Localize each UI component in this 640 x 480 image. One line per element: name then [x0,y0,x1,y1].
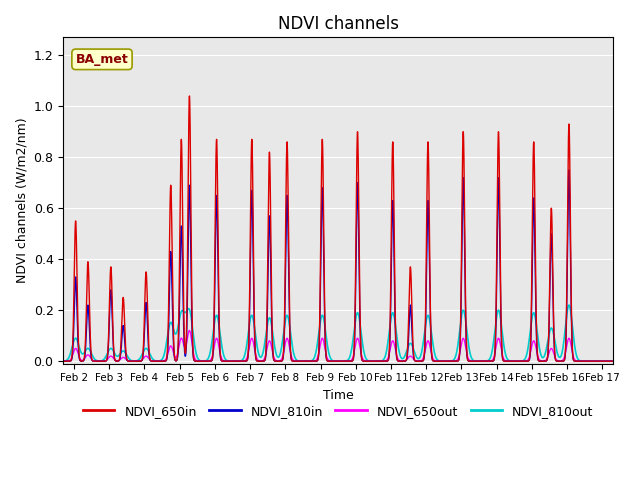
NDVI_650out [385,353,392,359]
NDVI_810in [60,358,67,364]
NDVI_810out [609,358,617,364]
Legend: NDVI_650in, NDVI_810in, NDVI_650out, NDVI_810out: NDVI_650in, NDVI_810in, NDVI_650out, NDV… [78,400,598,423]
NDVI_650out [186,327,193,333]
NDVI_650out [60,358,67,364]
NDVI_650in [87,348,95,353]
Line: NDVI_810in: NDVI_810in [63,170,613,361]
NDVI_810out [87,349,95,355]
NDVI_810in [259,358,266,364]
NDVI_650out [259,358,266,364]
NDVI_810out [496,313,504,319]
NDVI_650in [186,93,193,99]
NDVI_810out [467,353,475,359]
NDVI_650in [609,358,617,364]
NDVI_810out [259,352,266,358]
NDVI_810in [609,358,617,364]
NDVI_650in [259,358,266,364]
Line: NDVI_810out: NDVI_810out [63,305,613,361]
Line: NDVI_650out: NDVI_650out [63,330,613,361]
NDVI_810in [87,352,95,358]
NDVI_810in [385,357,392,362]
NDVI_650out [497,340,504,346]
NDVI_810in [496,268,504,274]
NDVI_650in [409,331,417,337]
NDVI_810in [565,167,573,173]
NDVI_650in [467,358,475,364]
Title: NDVI channels: NDVI channels [278,15,399,33]
NDVI_810out [565,302,573,308]
NDVI_810in [409,341,417,347]
NDVI_650out [609,358,617,364]
NDVI_650out [87,355,95,361]
NDVI_810out [385,335,392,340]
NDVI_810out [409,344,417,349]
NDVI_650out [467,358,475,364]
NDVI_650out [409,355,417,360]
NDVI_650in [60,358,67,364]
NDVI_810in [467,358,475,364]
NDVI_650in [497,252,504,258]
Y-axis label: NDVI channels (W/m2/nm): NDVI channels (W/m2/nm) [15,118,28,283]
X-axis label: Time: Time [323,389,353,402]
Text: BA_met: BA_met [76,53,129,66]
Line: NDVI_650in: NDVI_650in [63,96,613,361]
NDVI_810out [60,358,67,364]
NDVI_650in [385,355,392,361]
